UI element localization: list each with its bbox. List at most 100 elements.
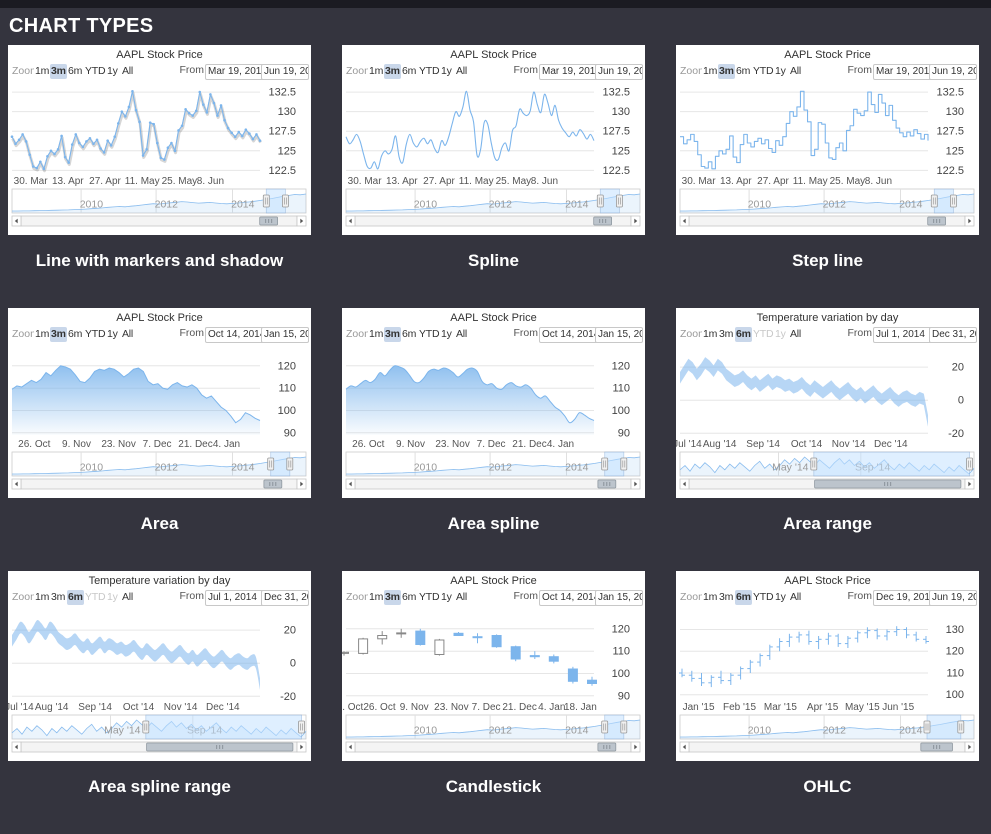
range-button-1m[interactable]: 1m (35, 328, 50, 340)
navigator-handle[interactable] (601, 720, 609, 734)
main-plot[interactable]: 120 110 100 90 26. Oct 9. Nov 23. Nov 7. Dec 21.… (342, 345, 645, 451)
main-plot[interactable]: 132.5 130 127.5 125 122.5 30. Mar 13. Apr 27. A… (676, 82, 979, 188)
range-button-3m[interactable]: 3m (50, 327, 67, 342)
range-button-all[interactable]: All (456, 65, 468, 77)
range-button-3m[interactable]: 3m (719, 328, 734, 340)
navigator[interactable]: 2010 2012 2014 (342, 188, 645, 230)
range-button-1y[interactable]: 1y (775, 65, 786, 77)
navigator-handle[interactable] (949, 194, 957, 208)
range-button-1m[interactable]: 1m (703, 591, 718, 603)
navigator[interactable]: 2010 2012 2014 (8, 188, 311, 230)
range-button-1m[interactable]: 1m (369, 328, 384, 340)
range-button-1y[interactable]: 1y (775, 591, 786, 603)
range-button-6m[interactable]: 6m (67, 590, 84, 605)
range-button-3m[interactable]: 3m (384, 64, 401, 79)
range-button-ytd[interactable]: YTD (85, 65, 106, 77)
navigator-handle[interactable] (262, 194, 270, 208)
range-button-all[interactable]: All (790, 591, 802, 603)
navigator-handle[interactable] (142, 720, 150, 734)
range-button-1y[interactable]: 1y (107, 591, 118, 603)
range-button-all[interactable]: All (456, 328, 468, 340)
range-button-1y[interactable]: 1y (441, 591, 452, 603)
range-button-ytd[interactable]: YTD (419, 328, 440, 340)
navigator-handle[interactable] (267, 457, 275, 471)
navigator-handle[interactable] (596, 194, 604, 208)
range-button-ytd[interactable]: YTD (419, 591, 440, 603)
to-date-input[interactable]: Jun 19, 2015 (929, 590, 977, 606)
range-button-3m[interactable]: 3m (719, 591, 734, 603)
navigator-selection[interactable] (813, 451, 971, 477)
range-button-all[interactable]: All (456, 591, 468, 603)
main-plot[interactable]: 132.5 130 127.5 125 122.5 30. Mar 13. Apr 27. A… (8, 82, 311, 188)
range-button-6m[interactable]: 6m (736, 65, 751, 77)
navigator-handle[interactable] (923, 720, 931, 734)
navigator[interactable]: 2010 2012 2014 (342, 714, 645, 756)
navigator-selection[interactable] (926, 714, 962, 740)
range-button-3m[interactable]: 3m (718, 64, 735, 79)
scrollbar-track[interactable] (20, 478, 298, 490)
range-button-ytd[interactable]: YTD (753, 591, 774, 603)
range-button-6m[interactable]: 6m (402, 591, 417, 603)
range-button-6m[interactable]: 6m (402, 328, 417, 340)
range-button-6m[interactable]: 6m (735, 327, 752, 342)
navigator-handle[interactable] (281, 194, 289, 208)
to-date-input[interactable]: Jun 19, 2015 (929, 64, 977, 80)
navigator-handle[interactable] (930, 194, 938, 208)
range-button-ytd[interactable]: YTD (85, 591, 106, 603)
to-date-input[interactable]: Jan 15, 2015 (595, 590, 643, 606)
scrollbar-track[interactable] (688, 215, 966, 227)
range-button-3m[interactable]: 3m (50, 64, 67, 79)
to-date-input[interactable]: Jun 19, 2015 (595, 64, 643, 80)
navigator-handle[interactable] (601, 457, 609, 471)
range-button-all[interactable]: All (122, 591, 134, 603)
navigator[interactable]: 2010 2012 2014 (342, 451, 645, 493)
range-button-1y[interactable]: 1y (107, 65, 118, 77)
range-button-1m[interactable]: 1m (369, 65, 384, 77)
range-button-1y[interactable]: 1y (441, 65, 452, 77)
range-button-ytd[interactable]: YTD (419, 65, 440, 77)
range-button-3m[interactable]: 3m (51, 591, 66, 603)
range-button-3m[interactable]: 3m (384, 590, 401, 605)
range-button-all[interactable]: All (122, 328, 134, 340)
navigator-handle[interactable] (620, 457, 628, 471)
scrollbar-track[interactable] (354, 478, 632, 490)
from-date-input[interactable]: Jul 1, 2014 (205, 590, 267, 606)
navigator[interactable]: 2010 2012 2014 (676, 188, 979, 230)
main-plot[interactable]: 130 120 110 100 Jan '15 Feb '15 Mar '15 Apr '15… (676, 608, 979, 714)
range-button-1y[interactable]: 1y (775, 328, 786, 340)
navigator-handle[interactable] (810, 457, 818, 471)
navigator-handle[interactable] (620, 720, 628, 734)
navigator-selection[interactable] (145, 714, 303, 740)
range-button-1m[interactable]: 1m (703, 328, 718, 340)
to-date-input[interactable]: Jan 15, 2015 (595, 327, 643, 343)
navigator-handle[interactable] (615, 194, 623, 208)
main-plot[interactable]: 120 110 100 90 26. Oct 9. Nov 23. Nov 7. Dec 21.… (8, 345, 311, 451)
range-button-ytd[interactable]: YTD (753, 65, 774, 77)
range-button-6m[interactable]: 6m (735, 590, 752, 605)
navigator[interactable]: 2010 2012 2014 (676, 714, 979, 756)
range-button-1y[interactable]: 1y (441, 328, 452, 340)
from-date-input[interactable]: Jul 1, 2014 (873, 327, 935, 343)
scrollbar-track[interactable] (354, 215, 632, 227)
to-date-input[interactable]: Dec 31, 2014 (261, 590, 309, 606)
navigator-handle[interactable] (286, 457, 294, 471)
to-date-input[interactable]: Jan 15, 2015 (261, 327, 309, 343)
range-button-all[interactable]: All (790, 65, 802, 77)
navigator[interactable]: 2010 2012 2014 (8, 451, 311, 493)
range-button-1y[interactable]: 1y (107, 328, 118, 340)
range-button-6m[interactable]: 6m (402, 65, 417, 77)
to-date-input[interactable]: Jun 19, 2015 (261, 64, 309, 80)
range-button-3m[interactable]: 3m (384, 327, 401, 342)
main-plot[interactable]: 132.5 130 127.5 125 122.5 30. Mar 13. Apr 27. A… (342, 82, 645, 188)
to-date-input[interactable]: Dec 31, 2014 (929, 327, 977, 343)
range-button-ytd[interactable]: YTD (753, 328, 774, 340)
range-button-ytd[interactable]: YTD (85, 328, 106, 340)
from-date-input[interactable]: Oct 14, 2014 (539, 590, 601, 606)
scrollbar-track[interactable] (20, 215, 298, 227)
from-date-input[interactable]: Mar 19, 2015 (205, 64, 267, 80)
navigator-handle[interactable] (966, 457, 974, 471)
